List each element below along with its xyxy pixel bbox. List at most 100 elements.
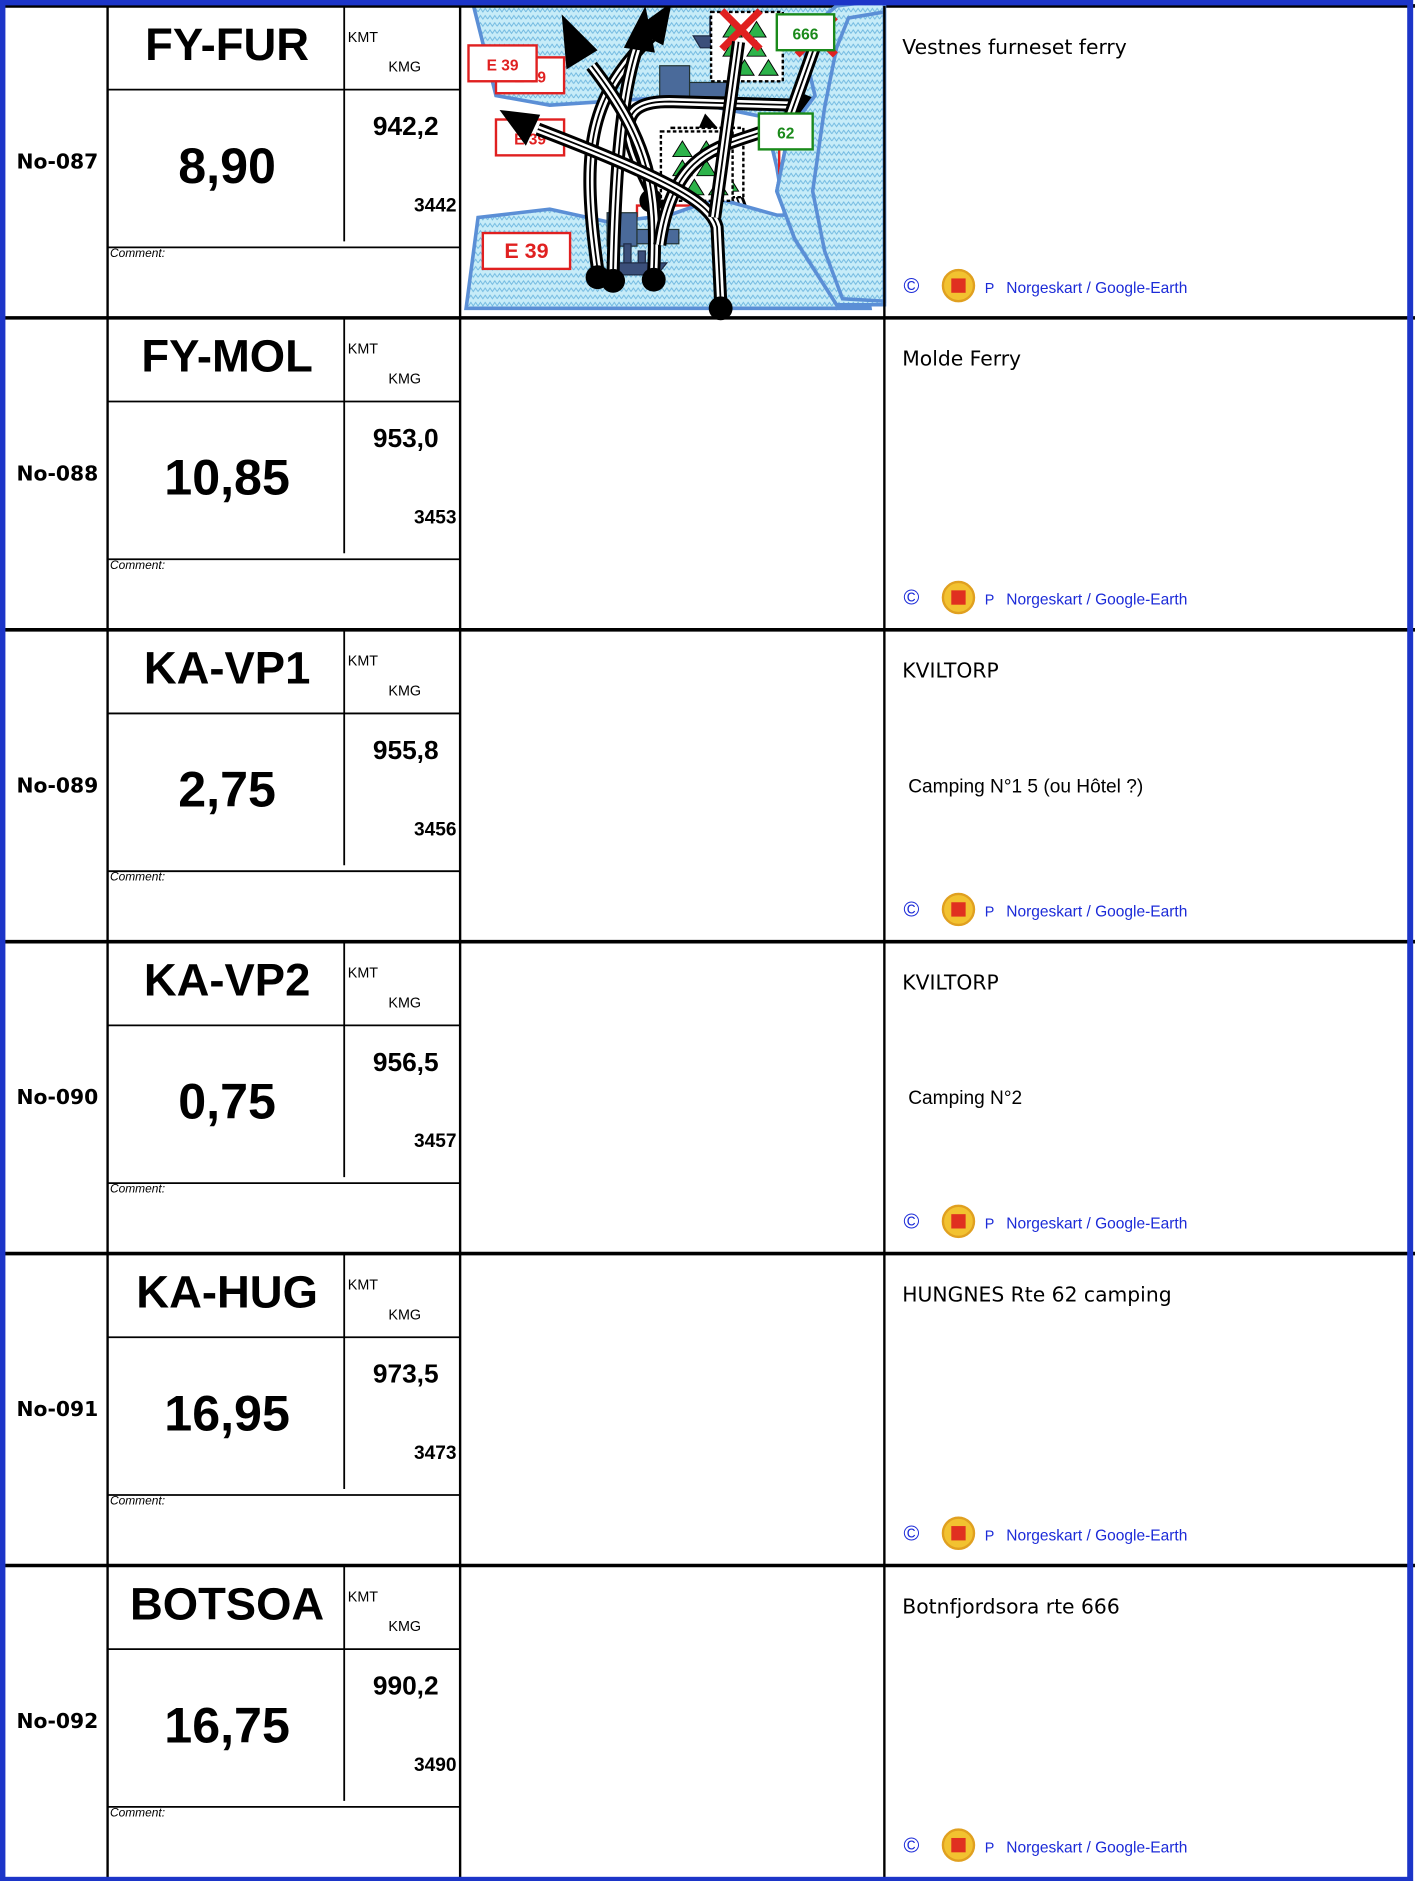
waypoint-code: KA-HUG: [136, 1266, 318, 1317]
row-id: No-090: [17, 1085, 99, 1109]
total-km: 3442: [414, 196, 457, 217]
waypoint-code: FY-FUR: [145, 19, 309, 70]
logo: [951, 590, 966, 605]
credit: Norgeskart / Google-Earth: [1006, 592, 1187, 609]
note: Botnfjordsora rte 666: [902, 1594, 1119, 1618]
kmt-label: KMT: [348, 30, 378, 46]
comment-label: Comment:: [110, 558, 165, 572]
partial-distance: 2,75: [178, 762, 276, 818]
start-dot: [601, 268, 626, 293]
waypoint-code: BOTSOA: [130, 1578, 324, 1629]
kmg-label: KMG: [388, 684, 421, 700]
note: KVILTORP: [902, 659, 998, 683]
waypoint-code: KA-VP1: [144, 643, 311, 694]
note-detail: Camping N°1 5 (ou Hôtel ?): [908, 776, 1143, 797]
total-kmg: 942,2: [373, 111, 439, 141]
road-sign-label: E 39: [504, 239, 548, 263]
kmt-label: KMT: [348, 1277, 378, 1293]
copyright: ©: [903, 274, 919, 298]
row-id: No-092: [17, 1709, 99, 1733]
total-km: 3453: [414, 507, 457, 528]
comment-label: Comment:: [110, 1494, 165, 1508]
road-sign: [481, 231, 572, 271]
comment-label: Comment:: [110, 870, 165, 884]
road-center: [612, 47, 638, 273]
map: E 39 666: [467, 8, 836, 321]
note: HUNGNES Rte 62 camping: [902, 1282, 1171, 1306]
total-kmg: 973,5: [373, 1359, 439, 1389]
logo-label: P: [985, 281, 995, 297]
road-sign: [467, 44, 538, 83]
kmt-label: KMT: [348, 342, 378, 358]
total-km: 3457: [414, 1131, 457, 1152]
kmg-label: KMG: [388, 1307, 421, 1323]
row-id: No-089: [17, 773, 99, 797]
pier: [659, 65, 691, 100]
row-id: No-088: [17, 461, 99, 485]
note: Vestnes furneset ferry: [902, 35, 1127, 59]
total-kmg: 953,0: [373, 423, 439, 453]
tent: [758, 58, 779, 76]
logo-label: P: [985, 593, 995, 609]
closed-mark: [719, 8, 763, 52]
row-id: No-087: [17, 150, 99, 174]
credit: Norgeskart / Google-Earth: [1006, 904, 1187, 921]
kmt-label: KMT: [348, 1589, 378, 1605]
kmg-label: KMG: [388, 1619, 421, 1635]
water: [810, 9, 887, 304]
note-detail: Camping N°2: [908, 1088, 1022, 1109]
credit: Norgeskart / Google-Earth: [1006, 1839, 1187, 1856]
copyright: ©: [903, 898, 919, 922]
total-kmg: 955,8: [373, 735, 439, 765]
logo: [951, 1526, 966, 1541]
partial-distance: 8,90: [178, 138, 276, 194]
road-center: [713, 41, 740, 218]
partial-distance: 16,95: [164, 1385, 290, 1441]
road-sign-label: 62: [777, 126, 795, 143]
waypoint-code: KA-VP2: [144, 954, 311, 1005]
road-sign-label: 666: [793, 26, 819, 43]
logo-label: P: [985, 905, 995, 921]
row-id: No-091: [17, 1397, 99, 1421]
arrow-head: [561, 14, 598, 70]
total-km: 3490: [414, 1755, 457, 1776]
credit: Norgeskart / Google-Earth: [1006, 1527, 1187, 1544]
credit: Norgeskart / Google-Earth: [1006, 1216, 1187, 1233]
start-dot: [708, 296, 733, 321]
copyright: ©: [903, 1521, 919, 1545]
arrow-head: [623, 5, 655, 53]
partial-distance: 0,75: [178, 1074, 276, 1130]
total-kmg: 990,2: [373, 1671, 439, 1701]
kmg-label: KMG: [388, 60, 421, 76]
partial-distance: 10,85: [164, 450, 290, 506]
total-km: 3473: [414, 1443, 457, 1464]
waypoint-code: FY-MOL: [141, 331, 313, 382]
arrow-head: [499, 109, 541, 146]
map: E 39 62: [494, 9, 887, 304]
logo: [951, 902, 966, 917]
logo: [951, 278, 966, 293]
note: KVILTORP: [902, 970, 998, 994]
copyright: ©: [903, 586, 919, 610]
kmt-label: KMT: [348, 654, 378, 670]
kmg-label: KMG: [388, 372, 421, 388]
comment-label: Comment:: [110, 1182, 165, 1196]
total-kmg: 956,5: [373, 1047, 439, 1077]
copyright: ©: [903, 1833, 919, 1857]
total-km: 3456: [414, 819, 457, 840]
start-dot: [641, 267, 666, 292]
tent: [671, 140, 693, 158]
road-sign-label: E 39: [487, 58, 519, 75]
partial-distance: 16,75: [164, 1697, 290, 1753]
logo-label: P: [985, 1840, 995, 1856]
note: Molde Ferry: [902, 347, 1021, 371]
kmg-label: KMG: [388, 995, 421, 1011]
logo-label: P: [985, 1528, 995, 1544]
tent: [695, 159, 717, 177]
logo-label: P: [985, 1217, 995, 1233]
road-sign: [775, 13, 836, 52]
logo: [951, 1837, 966, 1853]
